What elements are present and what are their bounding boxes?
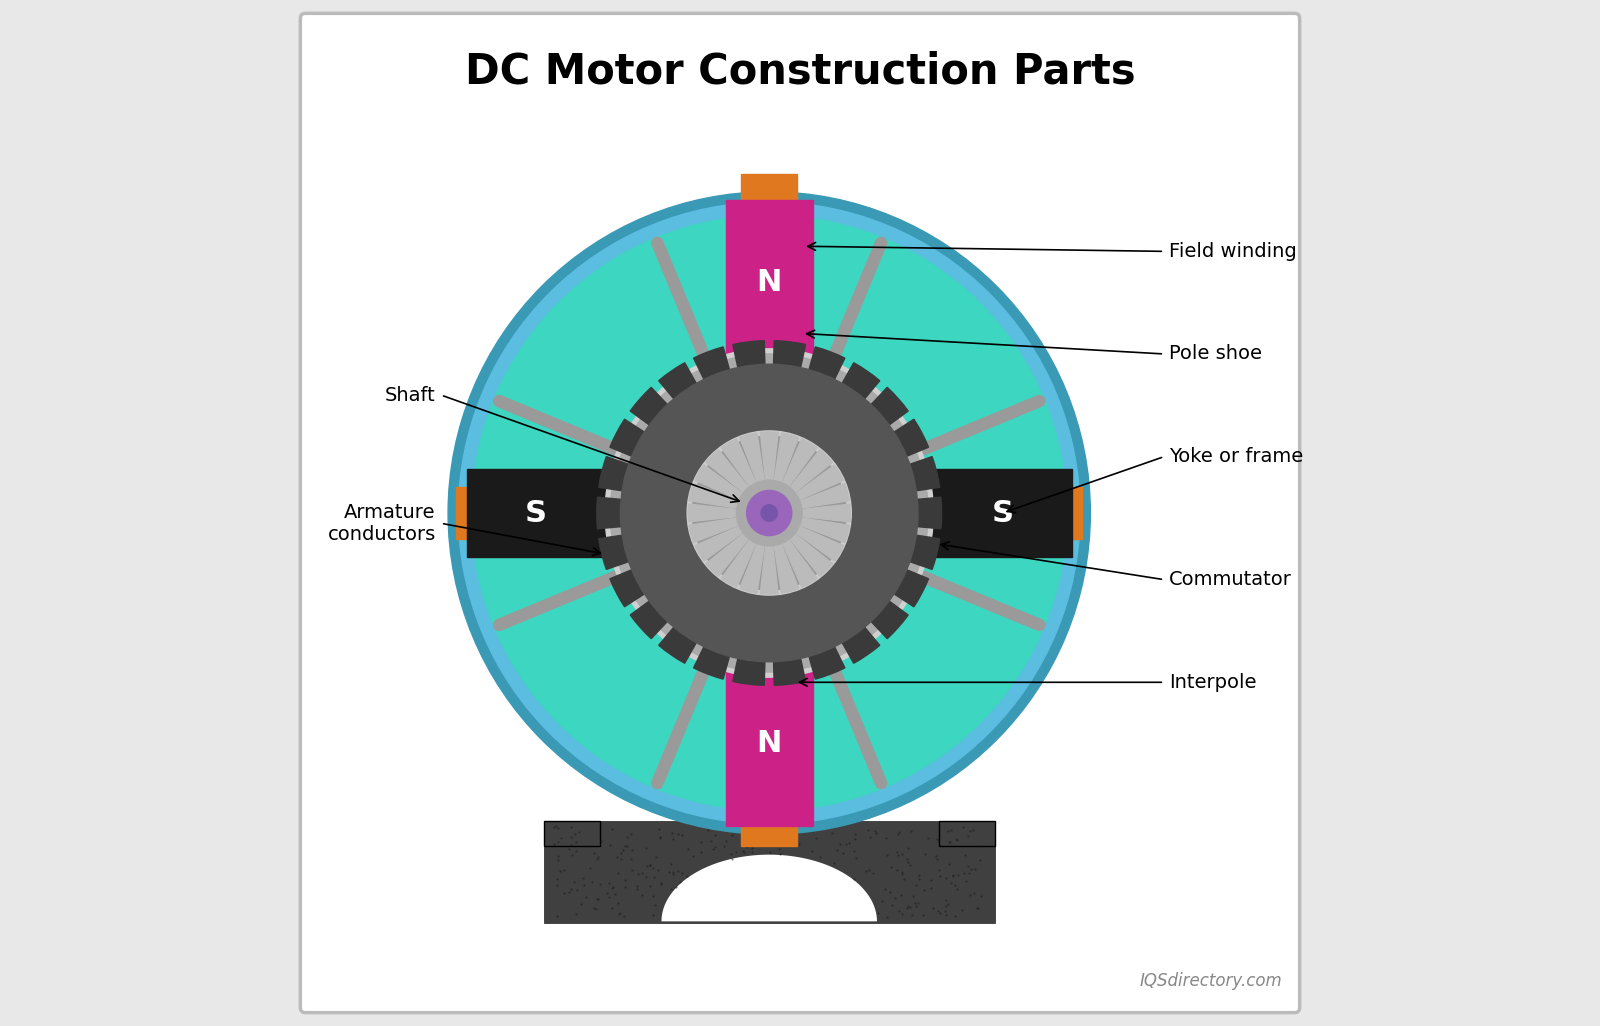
Circle shape [458,202,1080,824]
Text: Field winding: Field winding [1170,242,1298,261]
Wedge shape [770,433,798,513]
Wedge shape [659,513,770,663]
Wedge shape [733,341,770,513]
Wedge shape [693,513,770,679]
Bar [726,667,813,826]
Text: Interpole: Interpole [1170,673,1258,692]
Wedge shape [706,449,770,513]
Text: Commutator: Commutator [1170,570,1293,589]
Wedge shape [722,513,770,587]
Wedge shape [770,388,909,513]
Wedge shape [693,347,770,513]
Bar [741,662,797,846]
Text: DC Motor Construction Parts: DC Motor Construction Parts [464,51,1136,92]
Circle shape [762,505,778,521]
Polygon shape [661,855,877,921]
Circle shape [621,364,918,662]
Wedge shape [610,513,770,606]
FancyBboxPatch shape [939,821,995,846]
Circle shape [448,192,1090,834]
Wedge shape [770,513,909,638]
Wedge shape [770,483,850,513]
Wedge shape [770,513,880,663]
Circle shape [472,215,1067,811]
Bar [923,470,1072,556]
Text: IQSdirectory.com: IQSdirectory.com [1139,972,1282,990]
Wedge shape [770,420,928,513]
Wedge shape [770,513,939,569]
Wedge shape [597,498,770,528]
Wedge shape [690,483,770,513]
Text: Shaft: Shaft [386,386,435,404]
Wedge shape [760,513,778,594]
FancyBboxPatch shape [301,13,1299,1013]
Text: Yoke or frame: Yoke or frame [1170,447,1304,466]
Wedge shape [770,457,939,513]
Circle shape [736,480,802,546]
Text: S: S [525,499,547,527]
Wedge shape [739,433,770,513]
Bar [456,487,616,539]
Bar [923,487,1082,539]
Wedge shape [770,347,845,513]
Bar [726,200,813,359]
Wedge shape [688,504,770,522]
Circle shape [610,354,928,672]
Wedge shape [739,513,770,593]
Wedge shape [770,498,941,528]
Circle shape [693,436,846,590]
Wedge shape [598,457,770,513]
Wedge shape [770,513,850,543]
Wedge shape [733,513,770,685]
Wedge shape [659,363,770,513]
Wedge shape [630,388,770,513]
Wedge shape [722,439,770,513]
Circle shape [605,349,933,677]
Wedge shape [706,513,770,577]
Wedge shape [690,513,770,543]
Wedge shape [770,449,832,513]
Wedge shape [630,513,770,638]
Wedge shape [770,341,806,513]
Text: N: N [757,729,782,758]
Circle shape [686,431,851,595]
Wedge shape [770,513,798,593]
Wedge shape [770,363,880,513]
Wedge shape [694,465,770,513]
FancyBboxPatch shape [544,821,600,846]
Wedge shape [770,513,818,587]
Wedge shape [770,513,843,561]
Wedge shape [760,432,778,513]
Wedge shape [770,513,928,606]
Text: S: S [992,499,1014,527]
Wedge shape [610,420,770,513]
Bar [467,470,616,556]
Text: Armature
conductors: Armature conductors [328,503,435,544]
Wedge shape [770,513,845,679]
Text: Pole shoe: Pole shoe [1170,345,1262,363]
Wedge shape [598,513,770,569]
Wedge shape [770,513,806,685]
Wedge shape [770,513,832,577]
FancyBboxPatch shape [544,821,995,923]
Wedge shape [770,504,850,522]
Wedge shape [770,439,818,513]
Wedge shape [694,513,770,561]
Circle shape [747,490,792,536]
Bar [741,174,797,359]
Wedge shape [770,465,843,513]
Text: N: N [757,268,782,297]
